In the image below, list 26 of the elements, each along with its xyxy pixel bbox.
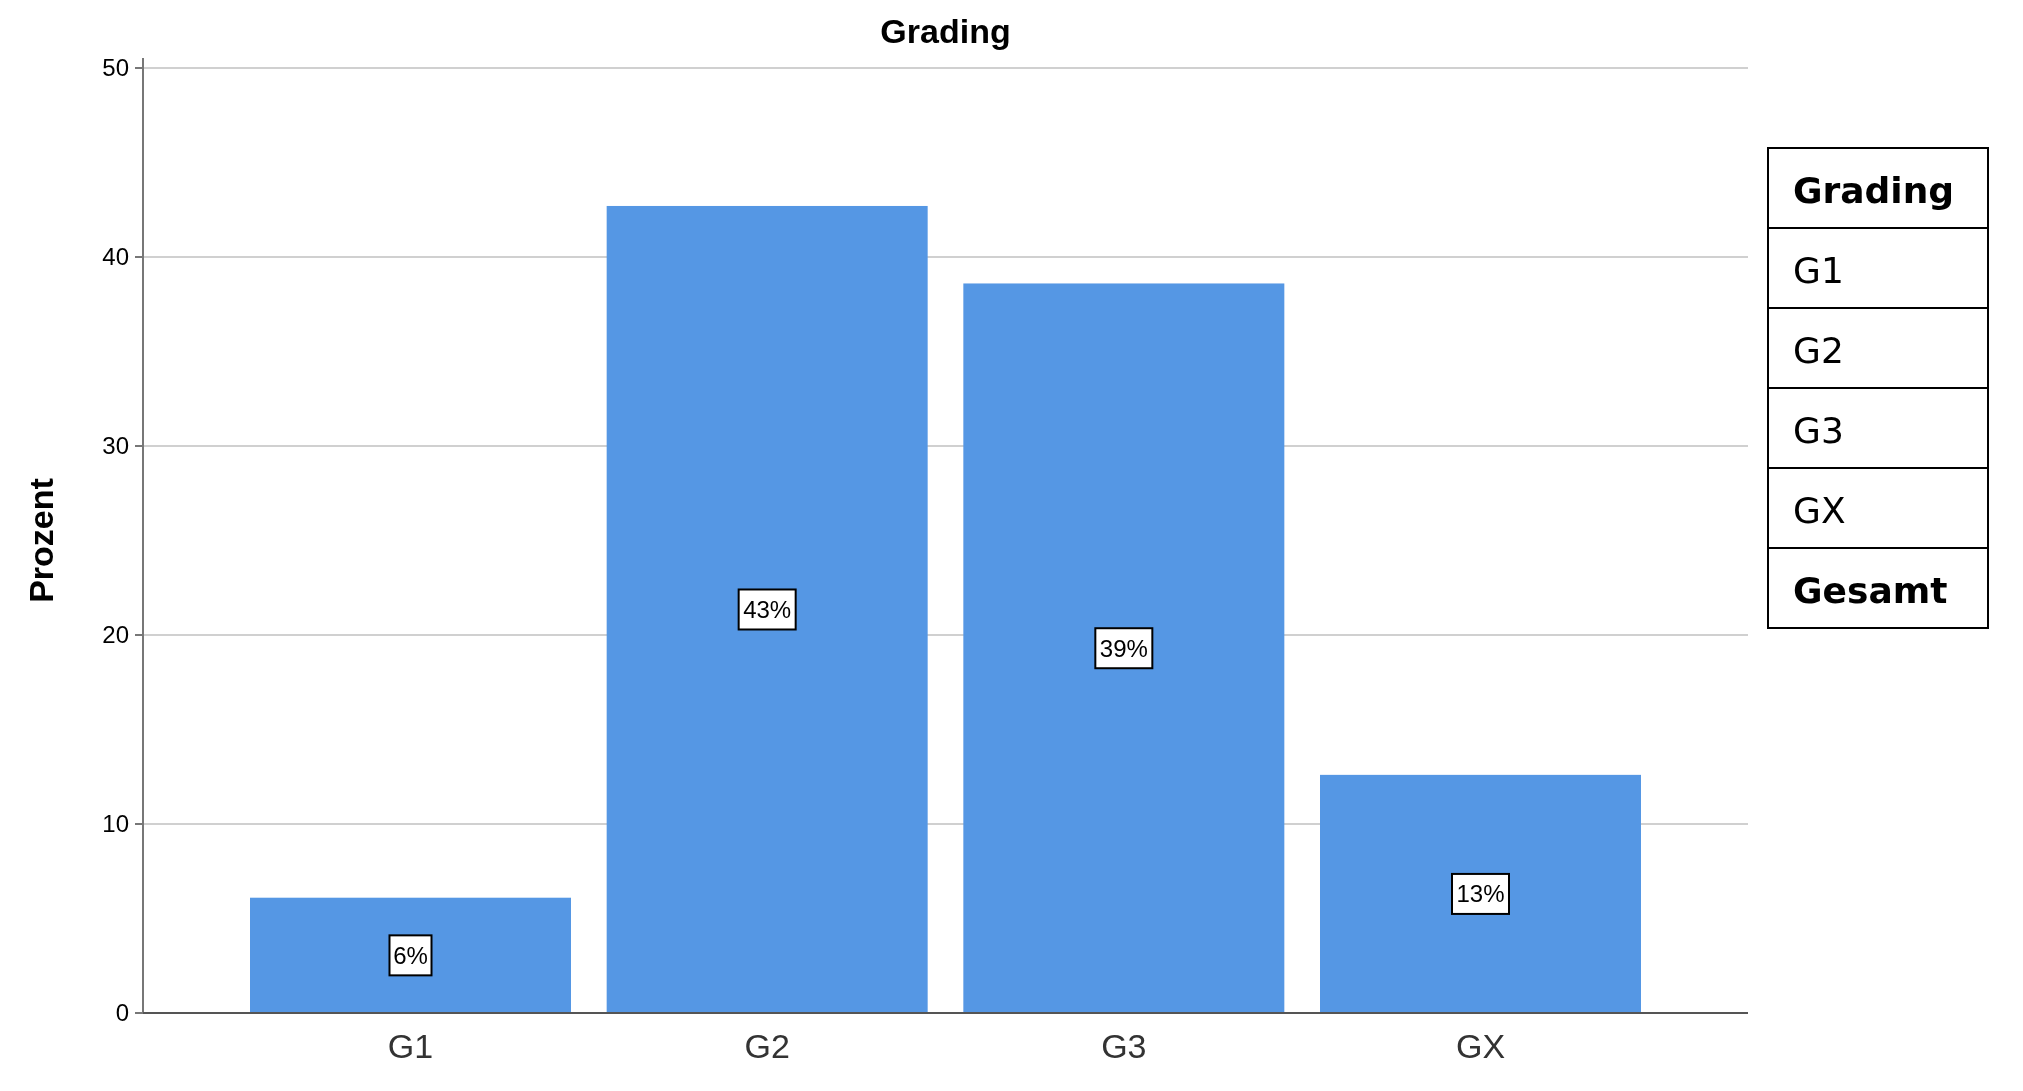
y-tick-label: 50 bbox=[102, 54, 129, 82]
text: G3 bbox=[1793, 410, 1844, 451]
chart-title: Grading bbox=[880, 12, 1011, 50]
y-tick-label: 10 bbox=[102, 810, 129, 838]
x-tick-label: G2 bbox=[744, 1027, 790, 1065]
y-tick-label: 0 bbox=[115, 999, 129, 1027]
bar bbox=[1320, 774, 1641, 1013]
y-tick-label: 20 bbox=[102, 621, 129, 649]
text: G1 bbox=[1793, 250, 1844, 291]
x-tick-label: G3 bbox=[1101, 1027, 1147, 1065]
bar bbox=[606, 205, 928, 1013]
text: GX bbox=[1793, 490, 1846, 531]
x-tick-label: GX bbox=[1455, 1027, 1506, 1065]
y-tick-label: 30 bbox=[102, 432, 129, 460]
data-label: 39% bbox=[1099, 634, 1148, 662]
x-tick-label: G1 bbox=[387, 1027, 434, 1065]
bar bbox=[963, 283, 1285, 1013]
data-label: 6% bbox=[393, 941, 428, 969]
data-label: 43% bbox=[743, 595, 792, 623]
y-axis-title: Prozent bbox=[22, 478, 60, 603]
data-label: 13% bbox=[1456, 880, 1505, 908]
text: Grading bbox=[1793, 170, 1955, 211]
y-tick-label: 40 bbox=[102, 243, 129, 271]
text: Gesamt bbox=[1793, 570, 1948, 611]
text: G2 bbox=[1793, 330, 1844, 371]
bar bbox=[250, 897, 571, 1013]
